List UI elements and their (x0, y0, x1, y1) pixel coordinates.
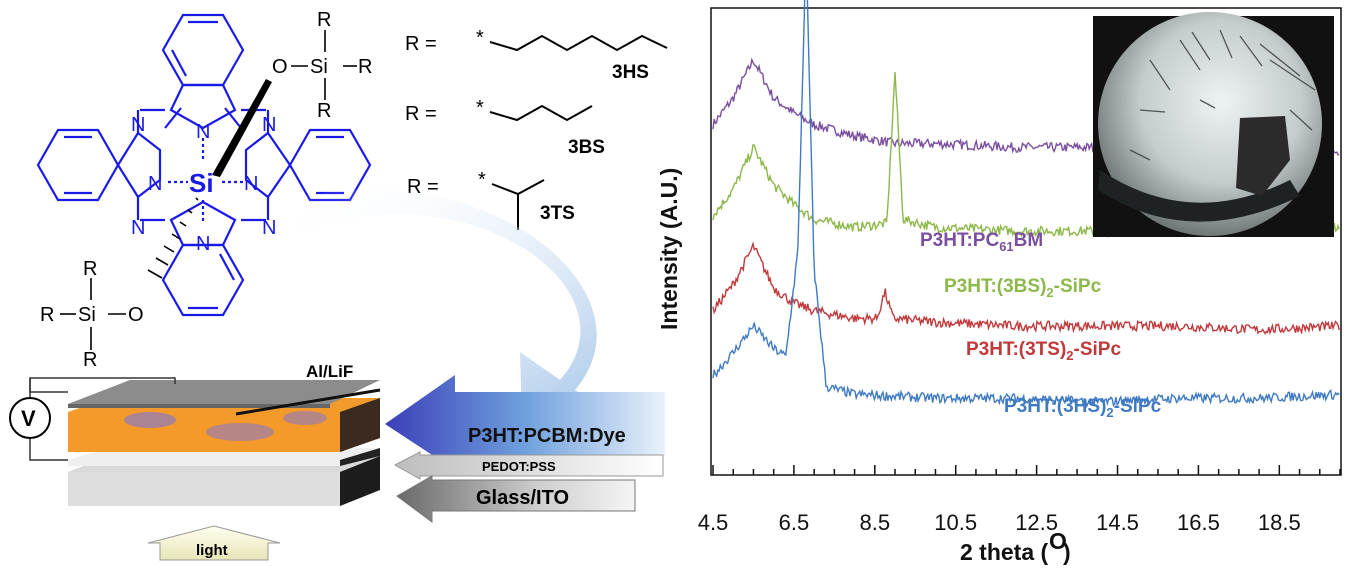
x-tick-label: 4.5 (698, 510, 729, 535)
silicon-bottom: Si (78, 304, 96, 326)
active-layer-label: P3HT:PCBM:Dye (468, 425, 626, 447)
svg-text:N: N (148, 173, 162, 195)
pedot-layer (68, 448, 380, 466)
r-top-down: R (317, 100, 331, 122)
svg-text:N: N (196, 121, 210, 143)
light-arrow (147, 525, 281, 561)
svg-text:N: N (262, 217, 276, 239)
bottom-benzene-ring (161, 243, 245, 317)
x-tick-label: 12.5 (1015, 510, 1058, 535)
x-axis-ticks: 4.5 6.5 8.5 10.5 12.5 14.5 16.5 18.5 (698, 465, 1341, 535)
r-eq-3ts: R = (407, 176, 439, 198)
x-axis-title-degree: O (1049, 528, 1067, 554)
light-label: light (196, 542, 228, 559)
top-benzene-ring (161, 13, 245, 87)
series-line-2 (712, 241, 1340, 336)
left-pyrrole-ring (116, 131, 162, 199)
svg-text:N: N (262, 114, 276, 136)
x-tick-label: 8.5 (860, 510, 891, 535)
x-tick-label: 10.5 (934, 510, 977, 535)
svg-text:N: N (244, 173, 258, 195)
series-label-0: P3HT:PC61BM (920, 230, 1043, 254)
right-benzene-ring (288, 128, 372, 202)
bottom-pyrrole-ring (169, 200, 237, 247)
active-layer-arrow (385, 375, 665, 470)
inset-micrograph (1093, 12, 1334, 237)
axial-hashed-bond (147, 197, 199, 279)
x-axis-title-close: ) (1063, 539, 1071, 565)
label-3hs: 3HS (612, 62, 649, 83)
r-bottom-up: R (83, 258, 97, 280)
oxygen-bottom: O (128, 304, 144, 326)
molecule-atom-labels: O Si R R R O Si R R R (40, 9, 372, 371)
left-benzene-ring (36, 128, 120, 202)
series-label-3: P3HT:(3HS)2-SiPc (1004, 396, 1162, 420)
x-tick-label: 6.5 (779, 510, 810, 535)
pedot-label: PEDOT:PSS (482, 459, 556, 474)
silicon-top: Si (310, 56, 328, 78)
series-label-2: P3HT:(3TS)2-SiPc (966, 339, 1121, 363)
axial-wedge-bond (212, 79, 272, 177)
substituent-definitions: R = * 3HS R = * 3BS R = * 3TS (405, 27, 668, 230)
nitrogen-labels: N N N N N N N N (131, 114, 276, 255)
right-pyrrole-ring (244, 131, 292, 199)
pedot-arrow (393, 451, 664, 480)
svg-text:N: N (131, 217, 145, 239)
r-top-up: R (317, 9, 331, 31)
xrd-chart: 4.5 6.5 8.5 10.5 12.5 14.5 16.5 18.5 I (656, 0, 1342, 565)
top-pyrrole-ring (169, 83, 237, 130)
cathode-layer (68, 380, 380, 404)
x-tick-label: 18.5 (1258, 510, 1301, 535)
label-3bs: 3BS (568, 137, 605, 158)
y-axis-title: Intensity (A.U.) (656, 168, 682, 330)
hexyl-chain (489, 34, 668, 52)
isopropyl-chain (491, 179, 545, 196)
device-stack (29, 377, 381, 506)
x-tick-label: 14.5 (1096, 510, 1139, 535)
axial-siloxy-bonds (60, 30, 357, 350)
oxygen-top: O (272, 56, 288, 78)
series-labels: P3HT:PC61BM P3HT:(3BS)2-SiPc P3HT:(3TS)2-S… (920, 230, 1162, 420)
silicon-center: Si (189, 168, 214, 198)
star-3bs: * (476, 97, 484, 119)
series-label-1: P3HT:(3BS)2-SiPc (944, 276, 1102, 300)
svg-text:N: N (196, 233, 210, 255)
star-3ts: * (478, 169, 486, 191)
cathode-label: Al/LiF (306, 362, 353, 381)
x-tick-label: 16.5 (1177, 510, 1220, 535)
glass-ito-label: Glass/ITO (476, 487, 569, 509)
r-bottom-left: R (40, 304, 54, 326)
r-bottom-down: R (83, 349, 97, 371)
series-line-3 (712, 0, 1340, 409)
glass-ito-arrow (396, 475, 636, 523)
svg-text:N: N (131, 114, 145, 136)
label-3ts: 3TS (540, 203, 575, 224)
x-axis-title-main: 2 theta ( (960, 539, 1049, 565)
butyl-chain (489, 104, 593, 122)
r-top-right: R (358, 56, 372, 78)
voltage-meter-icon (9, 397, 51, 439)
voltage-label: V (21, 406, 36, 431)
r-eq-3bs: R = (405, 103, 437, 125)
star-3hs: * (476, 27, 484, 49)
r-eq-3hs: R = (405, 33, 437, 55)
